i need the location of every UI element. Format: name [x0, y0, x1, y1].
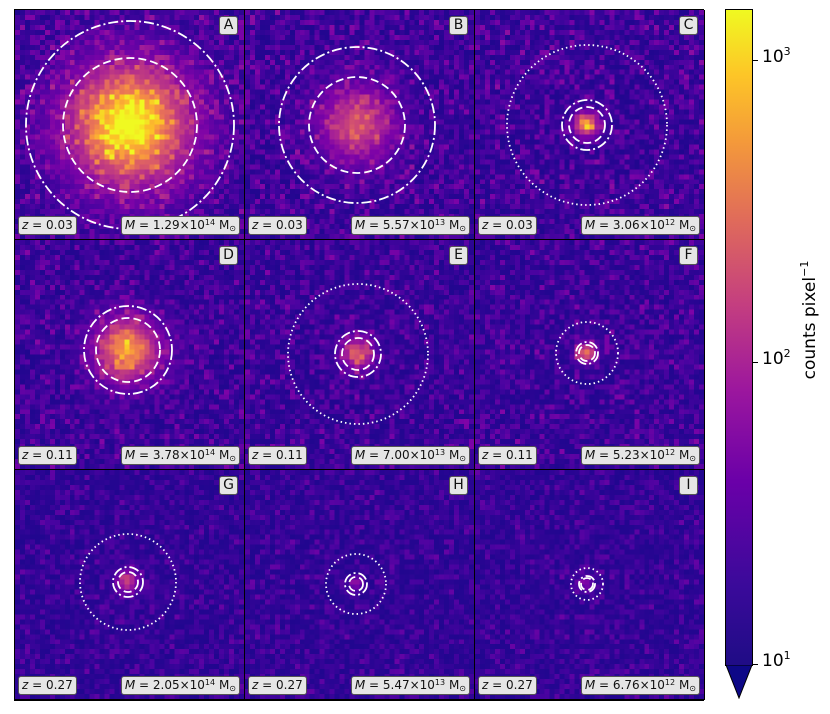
dot-ring	[555, 321, 619, 385]
panel-h: H z = 0.27 M = 5.47×1013 M⊙	[245, 470, 475, 700]
colorbar	[725, 9, 753, 666]
panel-d: D z = 0.11 M = 3.78×1014 M⊙	[15, 240, 245, 470]
mass-label: M = 1.29×1014 M⊙	[120, 216, 240, 235]
dashdot-ring	[112, 566, 144, 598]
mass-label: M = 3.78×1014 M⊙	[120, 446, 240, 465]
aperture-rings	[25, 20, 235, 230]
panel-letter: C	[679, 16, 698, 35]
aperture-rings	[278, 46, 436, 204]
panel-a: A z = 0.03 M = 1.29×1014 M⊙	[15, 10, 245, 240]
dot-ring	[506, 44, 668, 206]
panel-image	[15, 470, 244, 699]
colorbar-tick-label-100: 102	[762, 347, 791, 369]
aperture-rings	[555, 321, 619, 385]
mass-label: M = 2.05×1014 M⊙	[120, 676, 240, 695]
redshift-label: z = 0.11	[248, 446, 307, 465]
mass-label: M = 5.57×1013 M⊙	[350, 216, 470, 235]
colorbar-tick-1000	[752, 60, 758, 61]
panel-letter: D	[219, 246, 238, 265]
dash-ring	[348, 576, 364, 592]
dash-ring	[117, 571, 139, 593]
panel-c: C z = 0.03 M = 3.06×1012 M⊙	[475, 10, 705, 240]
panel-image	[475, 10, 704, 239]
dash-ring	[308, 76, 406, 174]
panel-image	[15, 240, 244, 469]
panel-image	[475, 470, 704, 699]
dashdot-ring	[578, 575, 596, 593]
panel-letter: H	[449, 476, 468, 495]
colorbar-tick-label-10: 101	[762, 649, 791, 671]
dash-ring	[95, 317, 161, 383]
colorbar-extend-arrow	[725, 665, 753, 699]
redshift-label: z = 0.27	[18, 676, 77, 695]
redshift-label: z = 0.03	[248, 216, 307, 235]
colorbar-tick-label-1000: 103	[762, 45, 791, 67]
panel-letter: I	[679, 476, 698, 495]
dash-ring	[568, 106, 606, 144]
panel-f: F z = 0.11 M = 5.23×1012 M⊙	[475, 240, 705, 470]
panel-letter: F	[679, 246, 698, 265]
dashdot-ring	[83, 305, 173, 395]
aperture-rings	[570, 567, 604, 601]
panel-letter: G	[219, 476, 238, 495]
dashdot-ring	[344, 572, 368, 596]
panel-image	[245, 470, 474, 699]
panel-letter: E	[449, 246, 468, 265]
redshift-label: z = 0.11	[18, 446, 77, 465]
dashdot-ring	[25, 20, 235, 230]
dot-ring	[325, 553, 387, 615]
colorbar-tick-100	[752, 362, 758, 363]
dash-ring	[341, 337, 375, 371]
aperture-rings	[79, 533, 177, 631]
dashdot-ring	[561, 99, 613, 151]
colorbar-tick-10	[752, 664, 758, 665]
dashdot-ring	[575, 341, 599, 365]
mass-label: M = 5.23×1012 M⊙	[580, 446, 700, 465]
dot-ring	[570, 567, 604, 601]
panel-letter: A	[219, 16, 238, 35]
aperture-rings	[83, 305, 173, 395]
dot-ring	[79, 533, 177, 631]
redshift-label: z = 0.27	[248, 676, 307, 695]
mass-label: M = 5.47×1013 M⊙	[350, 676, 470, 695]
panel-g: G z = 0.27 M = 2.05×1014 M⊙	[15, 470, 245, 700]
dashdot-ring	[278, 46, 436, 204]
aperture-rings	[287, 283, 429, 425]
mass-label: M = 7.00×1013 M⊙	[350, 446, 470, 465]
panel-e: E z = 0.11 M = 7.00×1013 M⊙	[245, 240, 475, 470]
panel-image	[245, 240, 474, 469]
panel-b: B z = 0.03 M = 5.57×1013 M⊙	[245, 10, 475, 240]
colorbar-title: counts pixel−1	[798, 260, 820, 380]
redshift-label: z = 0.11	[478, 446, 537, 465]
panel-image	[15, 10, 244, 239]
image-grid: A z = 0.03 M = 1.29×1014 M⊙ B z = 0.03 M …	[14, 9, 705, 701]
aperture-rings	[325, 553, 387, 615]
redshift-label: z = 0.03	[18, 216, 77, 235]
dash-ring	[578, 344, 596, 362]
redshift-label: z = 0.27	[478, 676, 537, 695]
panel-i: I z = 0.27 M = 6.76×1012 M⊙	[475, 470, 705, 700]
panel-letter: B	[449, 16, 468, 35]
redshift-label: z = 0.03	[478, 216, 537, 235]
dashdot-ring	[334, 330, 382, 378]
aperture-rings	[506, 44, 668, 206]
mass-label: M = 6.76×1012 M⊙	[580, 676, 700, 695]
dash-ring	[580, 577, 594, 591]
dash-ring	[62, 57, 198, 193]
dot-ring	[287, 283, 429, 425]
mass-label: M = 3.06×1012 M⊙	[580, 216, 700, 235]
panel-image	[475, 240, 704, 469]
